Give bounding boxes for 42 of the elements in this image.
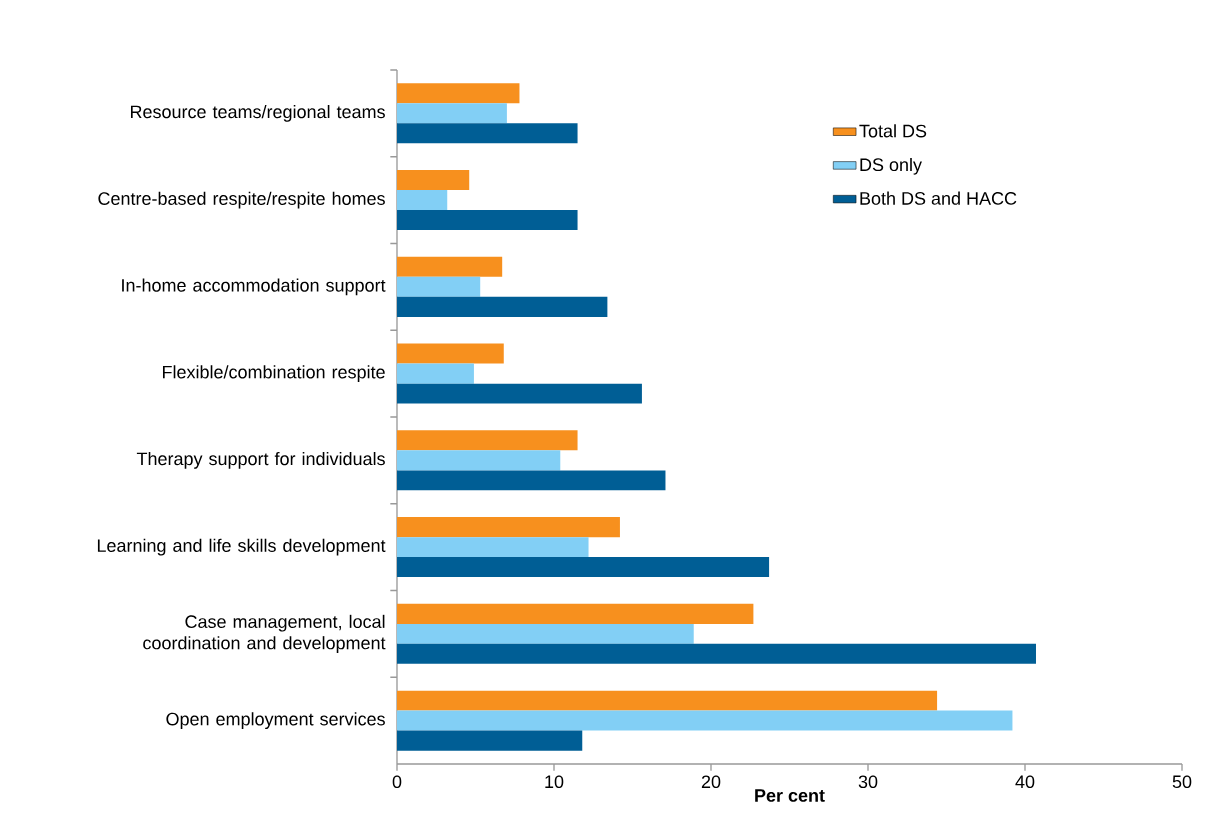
bar <box>397 623 694 644</box>
y-tick-label: Learning and life skills development <box>97 538 386 556</box>
y-tick-label: Therapy support for individuals <box>136 451 385 469</box>
bar <box>397 450 561 471</box>
y-tick-label: Case management, local coordination and development <box>143 614 386 653</box>
bar <box>397 363 474 384</box>
y-tick-label: Centre-based respite/respite homes <box>98 191 385 209</box>
bar <box>397 123 578 144</box>
x-tick-label: 20 <box>701 775 721 789</box>
bar <box>397 256 503 277</box>
bar <box>397 603 754 624</box>
bar <box>397 643 1036 664</box>
x-tick-label: 10 <box>545 775 564 789</box>
bar <box>397 343 504 364</box>
bar <box>397 710 1013 731</box>
y-tick-label: Open employment services <box>166 712 385 730</box>
bar <box>397 470 666 491</box>
x-tick-label: 30 <box>858 775 878 789</box>
bar <box>397 103 507 124</box>
bar <box>397 170 470 191</box>
x-tick-label: 50 <box>1172 775 1192 789</box>
legend-label: DS only <box>860 157 922 175</box>
bar <box>397 276 481 297</box>
y-tick-label: Flexible/combination respite <box>163 365 385 383</box>
bar <box>397 83 520 104</box>
y-tick-label: Resource teams/regional teams <box>130 104 385 122</box>
x-tick-label: 40 <box>1015 775 1035 789</box>
x-tick-label: 0 <box>392 775 402 789</box>
bar <box>397 517 620 538</box>
bar <box>397 383 642 404</box>
x-axis-title: Per cent <box>755 789 825 802</box>
bar <box>397 210 578 231</box>
legend-label: Both DS and HACC <box>860 191 1017 205</box>
bar <box>397 430 578 451</box>
bar <box>397 296 608 317</box>
bar <box>397 190 448 211</box>
bar <box>397 537 589 558</box>
bar <box>397 557 770 578</box>
bar <box>397 730 583 751</box>
y-tick-label: In-home accommodation support <box>122 278 386 296</box>
legend-label: Total DS <box>859 124 927 138</box>
bar <box>397 690 938 711</box>
